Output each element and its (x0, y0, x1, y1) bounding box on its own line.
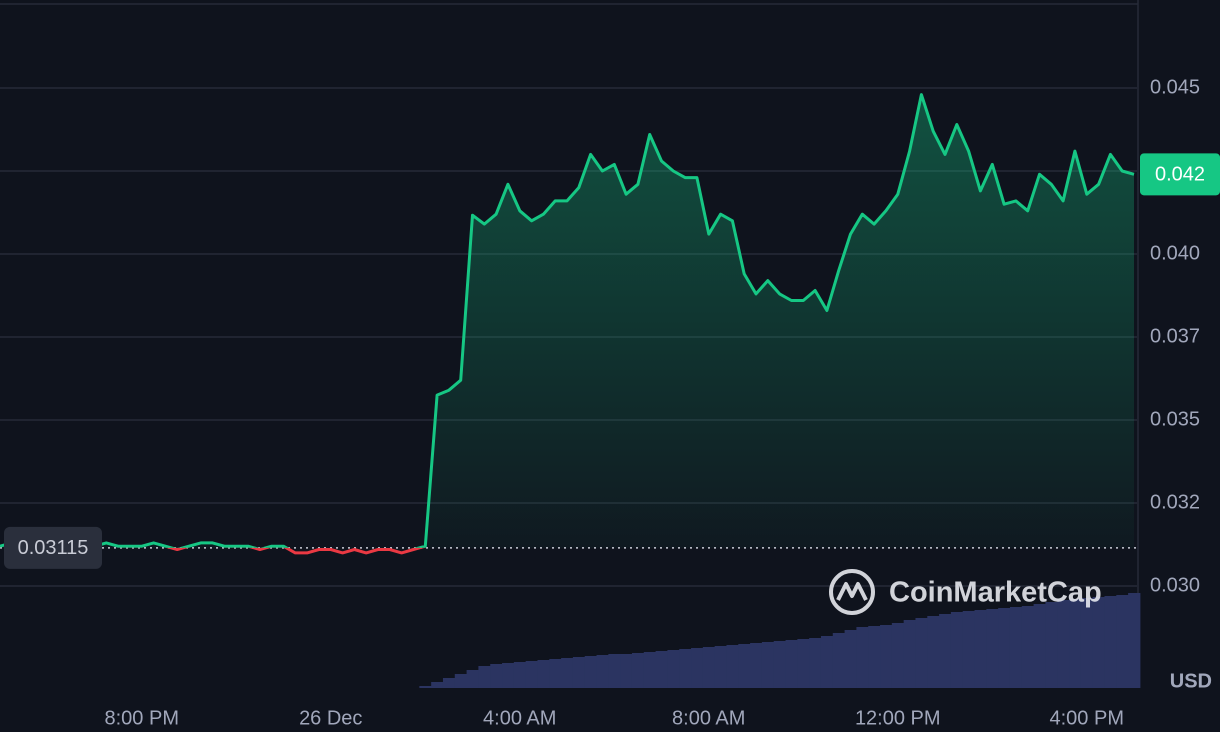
x-tick-label: 4:00 AM (483, 707, 556, 729)
volume-bar (1033, 604, 1046, 688)
volume-bar (809, 638, 822, 688)
volume-bar (702, 647, 716, 688)
x-tick-label: 26 Dec (299, 707, 362, 729)
volume-bar (986, 609, 999, 688)
y-tick-label: 0.045 (1150, 76, 1200, 98)
volume-bar (596, 655, 609, 688)
price-line-up (0, 93, 1135, 548)
volume-bar (442, 678, 456, 688)
volume-bar (561, 658, 574, 688)
volume-bar (891, 623, 905, 688)
logo-mark (836, 582, 868, 601)
volume-bar (797, 639, 810, 688)
logo-ring (829, 569, 875, 615)
volume-bar (502, 663, 515, 688)
volume-bar (1116, 595, 1129, 688)
volume-bar (1021, 606, 1035, 688)
volume-bar (572, 657, 586, 688)
x-tick-label: 4:00 PM (1050, 707, 1124, 729)
volume-bar (1128, 593, 1141, 688)
volume-bar (584, 656, 598, 688)
volume-bar (974, 610, 987, 688)
y-tick-label: 0.040 (1150, 242, 1200, 264)
volume-bar (832, 633, 846, 688)
volume-bar (1009, 607, 1023, 688)
price-area (0, 94, 1134, 548)
volume-bar (608, 654, 621, 688)
volume-bar (868, 626, 881, 688)
y-tick-label: 0.030 (1150, 574, 1200, 596)
volume-bar (419, 686, 432, 688)
volume-bar (998, 608, 1011, 688)
x-tick-label: 12:00 PM (855, 707, 941, 729)
watermark: CoinMarketCap (889, 577, 1102, 609)
x-tick-label: 8:00 PM (105, 707, 179, 729)
volume-bar (513, 662, 527, 688)
volume-bar (761, 642, 775, 688)
volume-bar (679, 649, 692, 688)
volume-bar (466, 670, 479, 688)
volume-bar (667, 650, 680, 688)
price-badge (1140, 153, 1220, 196)
volume-bar (631, 653, 645, 688)
volume-bar (1092, 597, 1105, 688)
volume-bar (738, 644, 751, 688)
watermark-logo (829, 569, 875, 615)
volume-bar (478, 666, 491, 688)
volume-bar (820, 636, 834, 688)
volume-bar (490, 664, 503, 688)
volume-bar (1069, 599, 1082, 688)
volume-bar (856, 627, 869, 688)
volume-bar (454, 674, 468, 688)
volume-bar (939, 614, 952, 688)
volume-bar (950, 612, 964, 688)
volume-bar (750, 643, 763, 688)
currency-label: USD (1170, 670, 1212, 692)
volume-bar (620, 654, 633, 688)
baseline-badge (4, 526, 102, 569)
volume-bar (927, 616, 940, 688)
volume-bar (537, 660, 550, 688)
volume-bar (773, 641, 787, 688)
volume-bar (714, 646, 727, 688)
volume-bar (880, 625, 893, 688)
volume-bar (915, 618, 928, 688)
volume-bar (691, 648, 704, 688)
price-label: 0.042 (1155, 164, 1205, 186)
volume-bar (1080, 598, 1094, 688)
volume-bar (1045, 602, 1058, 688)
volume-bar (962, 611, 976, 688)
volume-bar (1104, 596, 1117, 688)
volume-bar (844, 630, 857, 688)
volume-bar (525, 661, 538, 688)
volume-bar (431, 682, 444, 688)
y-tick-label: 0.035 (1150, 408, 1200, 430)
x-tick-label: 8:00 AM (672, 707, 745, 729)
volume-bar (643, 652, 657, 688)
volume-bar (549, 659, 562, 688)
baseline-label: 0.03115 (18, 537, 89, 559)
y-tick-label: 0.037 (1150, 325, 1200, 347)
volume-bar (655, 651, 668, 688)
volume-bar (1057, 600, 1070, 688)
y-tick-label: 0.032 (1150, 491, 1200, 513)
volume-bar (785, 640, 798, 688)
volume-bar (903, 620, 916, 688)
volume-bar (726, 645, 739, 688)
